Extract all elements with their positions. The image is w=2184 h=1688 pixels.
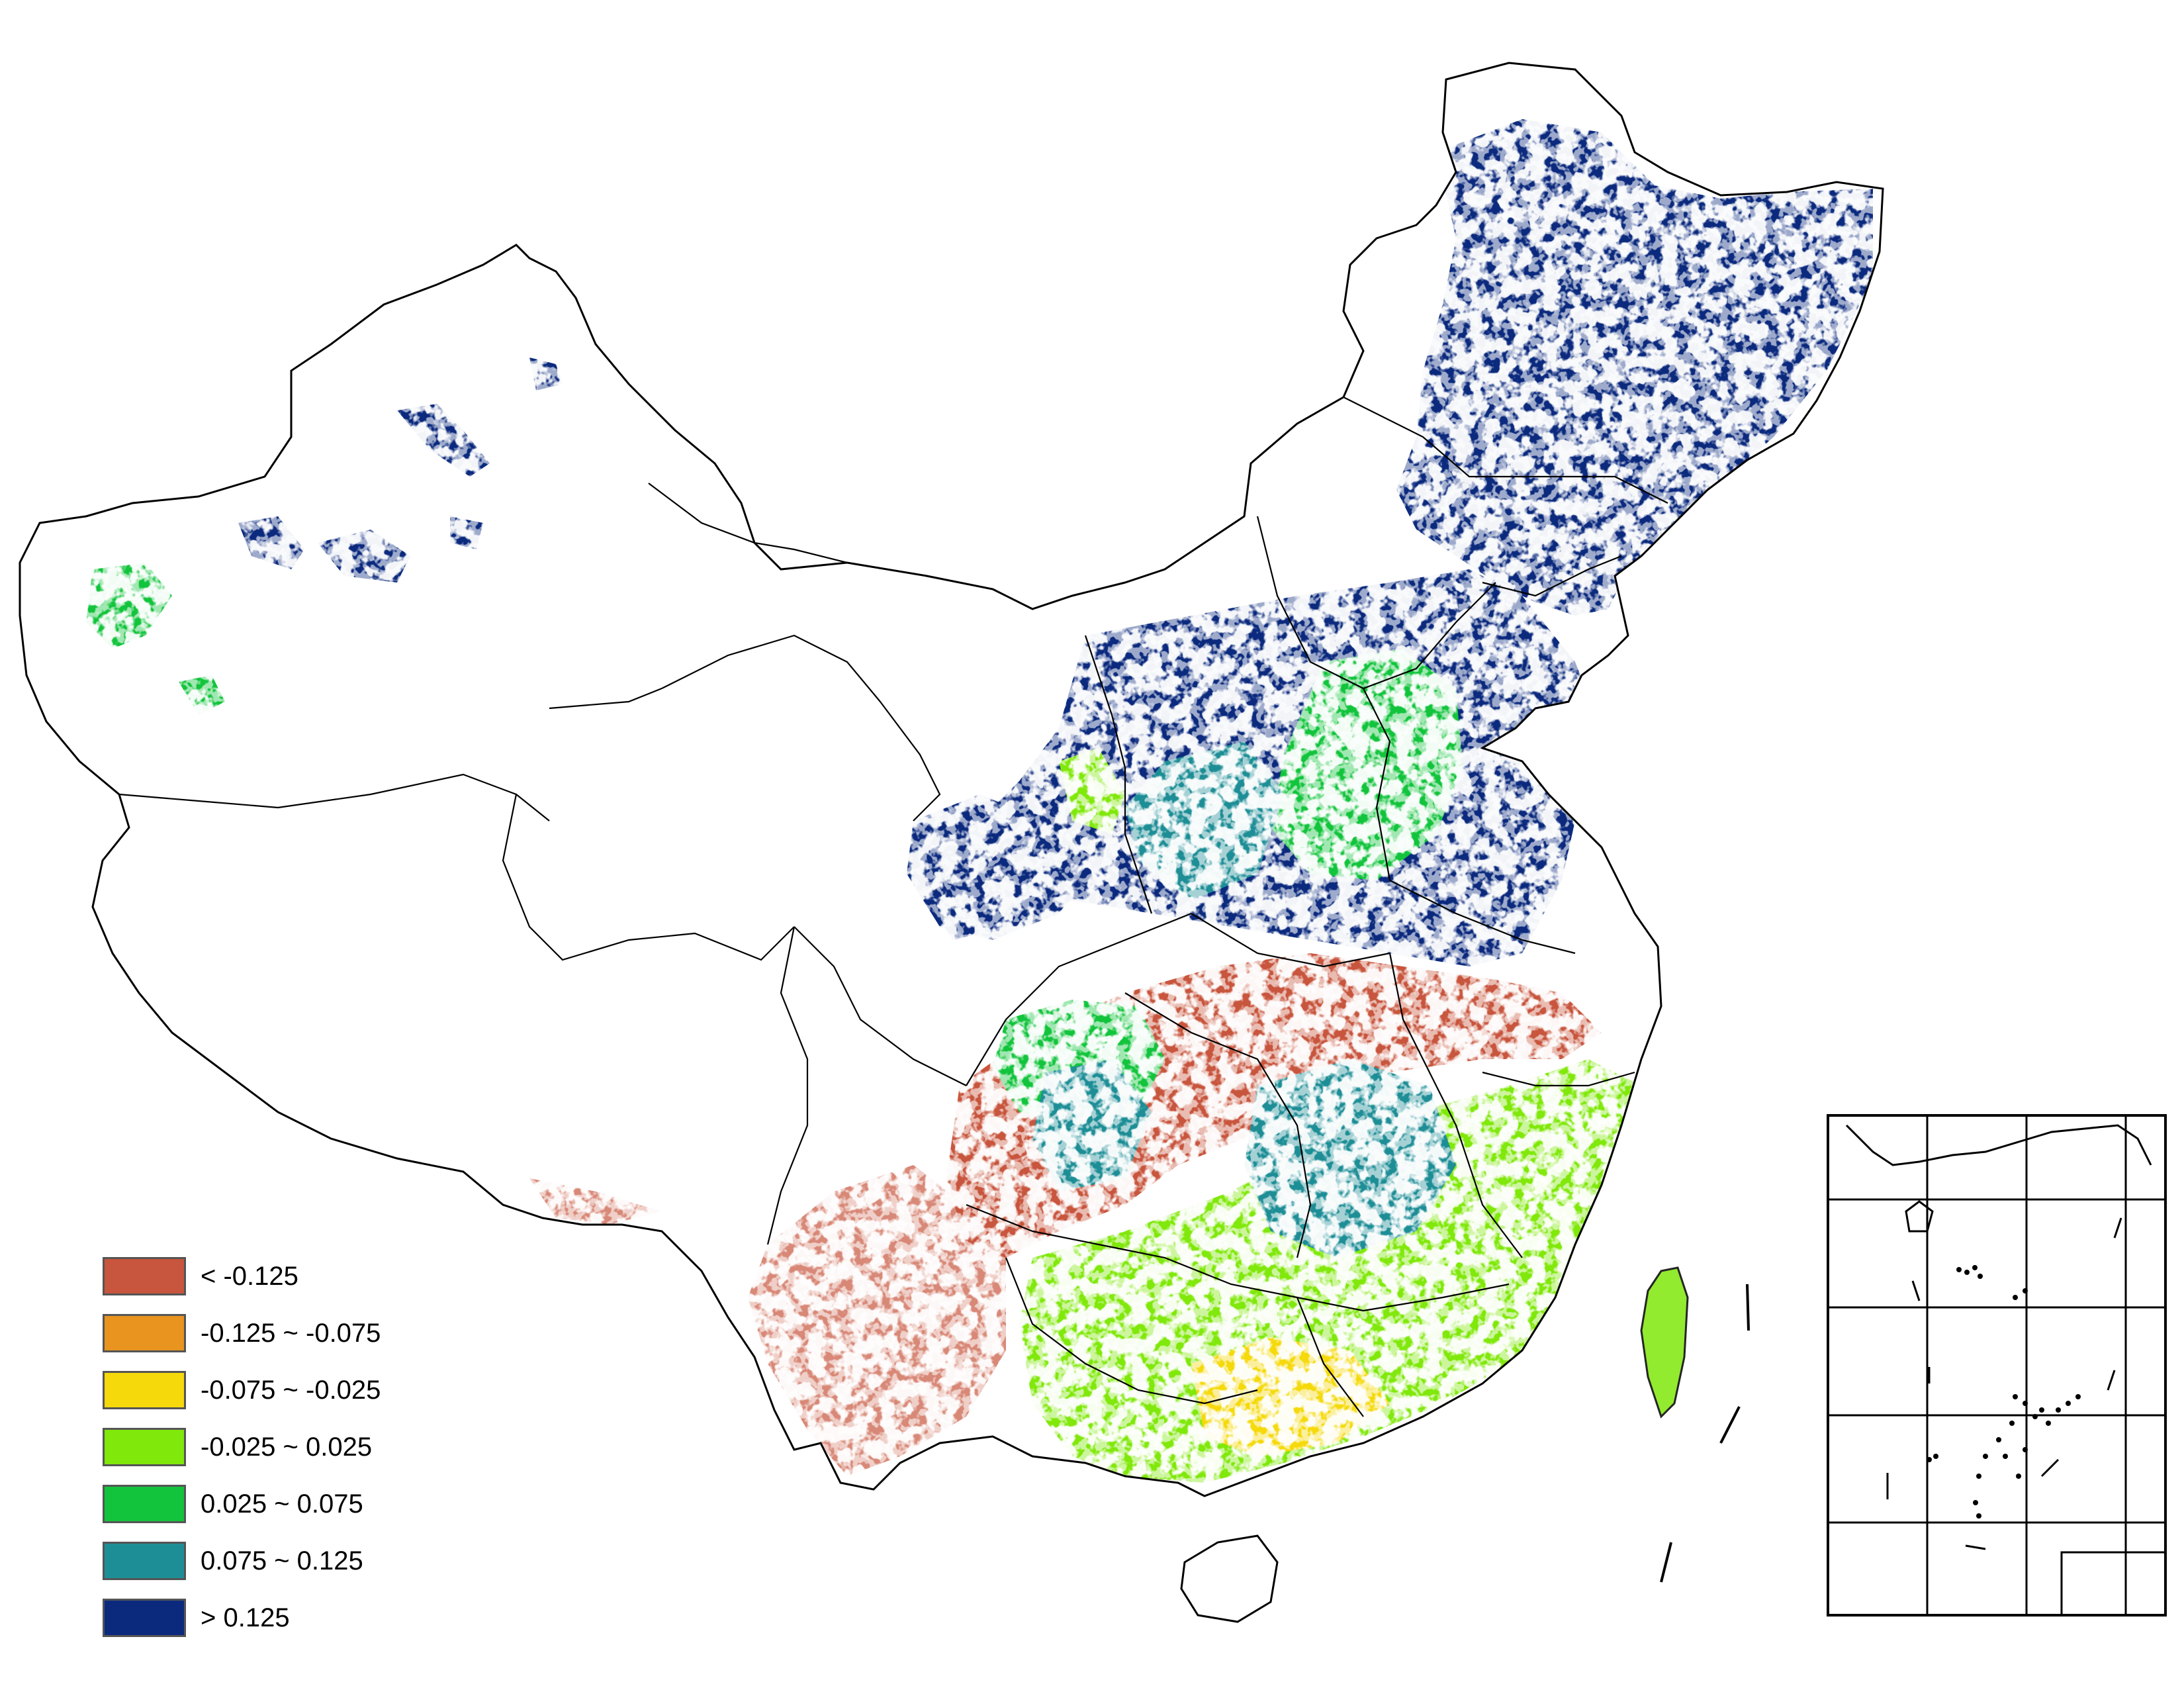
legend-swatch (103, 1371, 186, 1409)
legend-swatch (103, 1257, 186, 1295)
legend-item: -0.025 ~ 0.025 (103, 1419, 381, 1476)
inset-frame (1827, 1114, 2167, 1617)
legend-swatch (103, 1485, 186, 1523)
hainan-island (1180, 1534, 1279, 1623)
legend-label: -0.025 ~ 0.025 (201, 1432, 373, 1462)
legend-swatch (103, 1314, 186, 1352)
legend-label: > 0.125 (201, 1603, 290, 1632)
legend-item: -0.125 ~ -0.075 (103, 1305, 381, 1362)
south-china-sea-inset (1827, 1114, 2167, 1617)
legend-label: -0.125 ~ -0.075 (201, 1318, 381, 1348)
legend: < -0.125 -0.125 ~ -0.075 -0.075 ~ -0.025 -0… (103, 1248, 381, 1646)
legend-item: 0.025 ~ 0.075 (103, 1476, 381, 1532)
taiwan-island (1640, 1266, 1689, 1419)
legend-item: > 0.125 (103, 1589, 381, 1646)
legend-label: -0.075 ~ -0.025 (201, 1375, 381, 1405)
legend-item: -0.075 ~ -0.025 (103, 1362, 381, 1419)
sea-boundary-dashes (1660, 1284, 1750, 1583)
legend-swatch (103, 1599, 186, 1637)
legend-item: 0.075 ~ 0.125 (103, 1532, 381, 1589)
provincial-boundaries (118, 397, 1668, 1417)
legend-swatch (103, 1542, 186, 1580)
legend-label: 0.025 ~ 0.075 (201, 1489, 363, 1519)
legend-item: < -0.125 (103, 1248, 381, 1305)
legend-swatch (103, 1428, 186, 1466)
legend-label: 0.075 ~ 0.125 (201, 1546, 363, 1575)
raster-class-4-hainan (1181, 1536, 1277, 1622)
national-boundary (19, 62, 1884, 1497)
legend-label: < -0.125 (201, 1261, 298, 1291)
